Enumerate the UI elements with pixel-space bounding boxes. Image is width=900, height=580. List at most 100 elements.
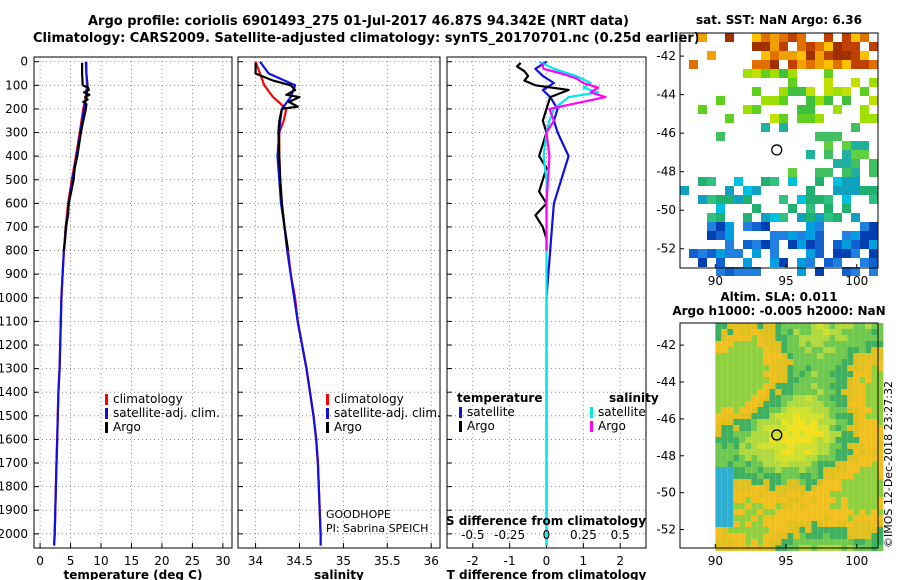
sla-cell: [787, 539, 794, 545]
sla-cell: [775, 491, 782, 497]
sla-cell: [727, 359, 734, 365]
sla-cell: [715, 449, 722, 455]
sla-cell: [853, 467, 860, 473]
sla-cell: [811, 449, 818, 455]
sla-cell: [841, 497, 848, 503]
sla-cell: [763, 371, 770, 377]
sla-cell: [739, 323, 746, 329]
sla-cell: [751, 335, 758, 341]
sla-cell: [739, 491, 746, 497]
legend-label: climatology: [113, 392, 183, 406]
sla-cell: [841, 533, 848, 539]
sla-cell: [781, 419, 788, 425]
sla-cell: [763, 389, 770, 395]
legend-swatch: [459, 421, 462, 432]
x-tick-label: 35: [336, 554, 351, 568]
depth-tick-label: 1300: [0, 362, 28, 376]
sst-cell: [779, 231, 788, 240]
x-tick-label: -2: [467, 554, 479, 568]
sst-cell: [743, 222, 752, 231]
sla-cell: [769, 359, 776, 365]
sla-cell: [763, 503, 770, 509]
sla-cell: [733, 323, 740, 329]
sla-cell: [841, 449, 848, 455]
sst-cell: [779, 213, 788, 222]
sla-cell: [853, 353, 860, 359]
sla-cell: [745, 461, 752, 467]
sla-cell: [733, 431, 740, 437]
sla-cell: [775, 539, 782, 545]
sla-cell: [793, 503, 800, 509]
sla-cell: [811, 353, 818, 359]
sst-cell: [788, 60, 797, 69]
sla-cell: [871, 347, 878, 353]
sla-cell: [835, 503, 842, 509]
sla-cell: [721, 491, 728, 497]
sla-cell: [751, 461, 758, 467]
sla-cell: [715, 515, 722, 521]
sla-cell: [847, 341, 854, 347]
sla-cell: [877, 389, 884, 395]
sst-cell: [869, 78, 878, 87]
sla-cell: [733, 371, 740, 377]
sla-cell: [811, 431, 818, 437]
depth-tick-label: 1600: [0, 432, 28, 446]
sla-cell: [751, 437, 758, 443]
sla-cell: [763, 347, 770, 353]
sla-cell: [745, 527, 752, 533]
sla-cell: [787, 353, 794, 359]
sst-cell: [770, 33, 779, 42]
sla-cell: [811, 521, 818, 527]
series-line-satellite-adj-clim-: [259, 61, 322, 546]
sla-cell: [763, 509, 770, 515]
sst-cell: [824, 195, 833, 204]
sla-cell: [733, 479, 740, 485]
sla-cell: [877, 533, 884, 539]
sla-cell: [733, 533, 740, 539]
legend-swatch: [590, 407, 593, 418]
sla-cell: [847, 365, 854, 371]
sla-cell: [805, 473, 812, 479]
sla-cell: [829, 515, 836, 521]
sla-cell: [865, 383, 872, 389]
sla-cell: [877, 497, 884, 503]
sst-cell: [779, 123, 788, 132]
sla-cell: [823, 407, 830, 413]
sla-cell: [769, 383, 776, 389]
sla-cell: [841, 431, 848, 437]
sst-cell: [797, 105, 806, 114]
sla-cell: [781, 539, 788, 545]
sla-cell: [859, 413, 866, 419]
sla-cell: [811, 413, 818, 419]
sla-cell: [823, 437, 830, 443]
sla-cell: [847, 443, 854, 449]
depth-tick-label: 800: [5, 244, 28, 258]
depth-tick-label: 2000: [0, 527, 28, 541]
sla-cell: [817, 527, 824, 533]
sla-cell: [733, 509, 740, 515]
sla-cell: [871, 329, 878, 335]
sst-cell: [788, 231, 797, 240]
sla-cell: [769, 335, 776, 341]
sla-cell: [727, 521, 734, 527]
sst-cell: [716, 204, 725, 213]
x-tick-label: 20: [154, 554, 169, 568]
sst-cell: [869, 186, 878, 195]
sst-cell: [860, 231, 869, 240]
sla-cell: [871, 395, 878, 401]
sla-cell: [793, 377, 800, 383]
sla-cell: [865, 347, 872, 353]
sla-cell: [877, 461, 884, 467]
depth-tick-label: 1700: [0, 456, 28, 470]
sla-cell: [751, 419, 758, 425]
sla-cell: [787, 509, 794, 515]
sla-cell: [841, 335, 848, 341]
sst-cell: [869, 249, 878, 258]
sla-cell: [847, 329, 854, 335]
sla-cell: [757, 461, 764, 467]
sla-cell: [763, 443, 770, 449]
legend-swatch: [326, 422, 329, 433]
sla-cell: [829, 341, 836, 347]
sla-cell: [871, 461, 878, 467]
sla-cell: [793, 383, 800, 389]
